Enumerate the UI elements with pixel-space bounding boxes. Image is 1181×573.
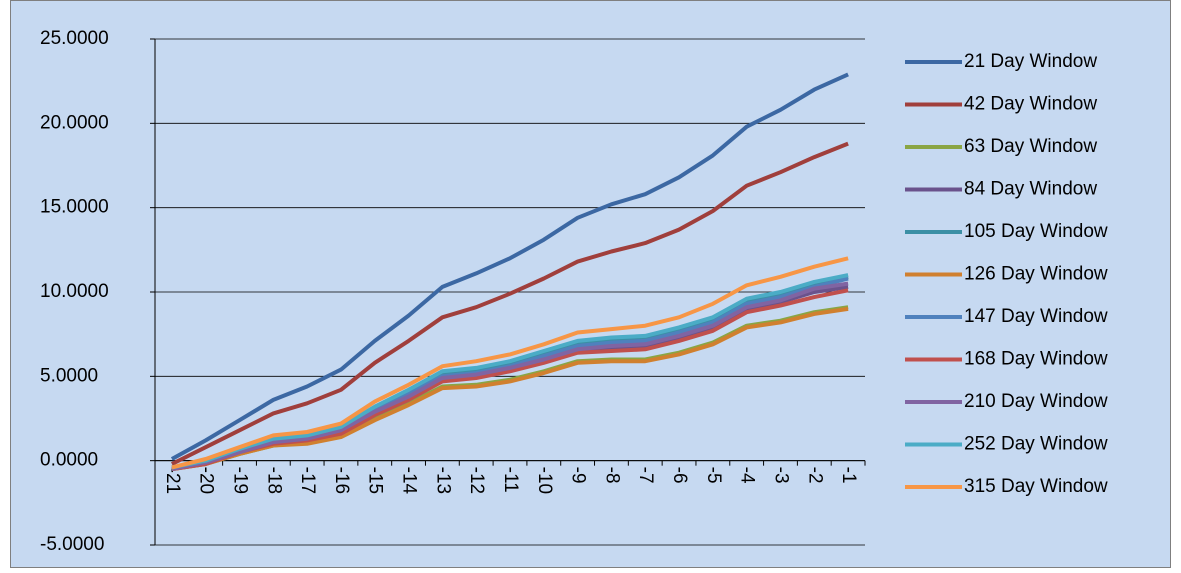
x-tick-label: -10 (534, 467, 555, 494)
series-line (171, 273, 849, 470)
x-tick-label: -12 (466, 467, 487, 494)
x-tick-label: -18 (263, 467, 284, 494)
x-tick-label: -16 (331, 467, 352, 494)
legend-label: 105 Day Window (964, 221, 1108, 242)
x-tick-label: -15 (365, 467, 386, 494)
x-tick-label: -7 (635, 467, 656, 484)
legend-label: 42 Day Window (964, 94, 1097, 115)
x-tick-label: -6 (669, 467, 690, 484)
x-tick-label: -14 (399, 467, 420, 495)
x-tick-label: -2 (804, 467, 825, 484)
series-line (171, 306, 849, 472)
legend-label: 21 Day Window (964, 51, 1097, 72)
series-line (171, 256, 849, 470)
series-line (170, 72, 849, 461)
x-tick-label: -3 (770, 467, 791, 484)
series-line (171, 141, 849, 466)
x-tick-label: -8 (601, 467, 622, 484)
y-tick-label: 0.0000 (40, 450, 98, 471)
y-tick-label: 5.0000 (40, 365, 98, 386)
y-tick-label: 25.0000 (40, 28, 109, 49)
x-tick-label: -20 (196, 467, 217, 494)
legend-label: 84 Day Window (964, 179, 1097, 200)
x-tick-label: -11 (500, 467, 521, 493)
y-tick-label: 10.0000 (40, 281, 109, 302)
legend-label: 126 Day Window (964, 264, 1108, 285)
x-tick-label: -5 (703, 467, 724, 484)
legend-label: 147 Day Window (964, 306, 1108, 327)
legend-label: 210 Day Window (964, 391, 1108, 412)
legend-label: 63 Day Window (964, 136, 1097, 157)
x-tick-label: -17 (297, 467, 318, 494)
y-tick-label: -5.0000 (40, 534, 104, 555)
legend-label: 315 Day Window (964, 476, 1108, 497)
series-line (171, 281, 849, 472)
legend-label: 168 Day Window (964, 349, 1108, 370)
y-tick-label: 20.0000 (40, 112, 109, 133)
y-tick-label: 15.0000 (40, 197, 109, 218)
x-tick-label: -21 (162, 467, 183, 494)
chart-area (10, 0, 1171, 568)
x-tick-label: -19 (230, 467, 251, 494)
x-tick-label: -4 (737, 467, 758, 484)
legend-label: 252 Day Window (964, 434, 1108, 455)
x-tick-label: -9 (568, 467, 589, 484)
x-tick-label: -1 (838, 467, 859, 484)
x-tick-label: -13 (432, 467, 453, 494)
